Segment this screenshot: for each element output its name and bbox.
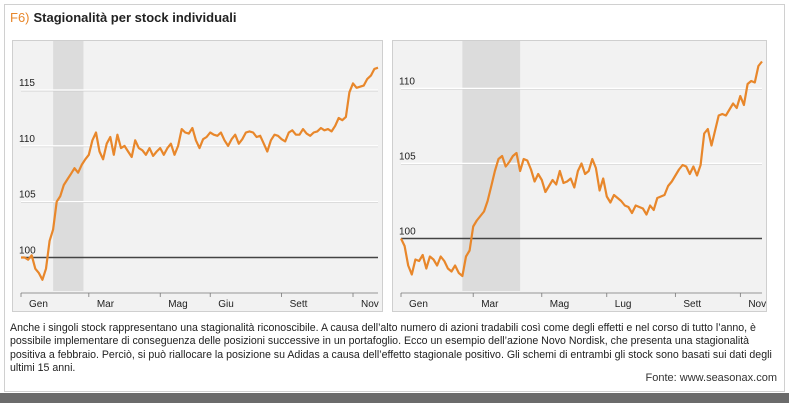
- x-tick-label: Gen: [409, 299, 428, 310]
- y-tick-label: 105: [19, 190, 36, 201]
- chart-panel-left: 100 105 110 115 Gen Mar Mag Giu Sett Nov: [12, 40, 383, 312]
- figure-frame: [4, 4, 785, 392]
- chart-panel-right: 100 105 110 Gen Mar Mag Lug Sett Nov: [392, 40, 767, 312]
- figure-caption: Anche i singoli stock rappresentano una …: [10, 322, 772, 375]
- x-tick-label: Nov: [748, 299, 766, 310]
- x-tick-label: Sett: [290, 299, 308, 310]
- series-line: [400, 60, 763, 278]
- x-tick-label: Mag: [550, 299, 569, 310]
- y-tick-label: 105: [399, 152, 416, 163]
- y-tick-label: 110: [399, 77, 415, 88]
- x-tick-label: Mar: [481, 299, 499, 310]
- highlight-band: [53, 41, 84, 291]
- chart-right: 100 105 110 Gen Mar Mag Lug Sett Nov: [399, 41, 766, 310]
- x-tick-label: Giu: [218, 299, 234, 310]
- figure-title: F6) Stagionalità per stock individuali: [10, 10, 237, 25]
- x-tick-label: Mar: [97, 299, 115, 310]
- series-line: [21, 66, 379, 281]
- source-note: Fonte: www.seasonax.com: [645, 372, 777, 384]
- y-tick-label: 100: [19, 246, 36, 257]
- bottom-bar: [0, 393, 789, 403]
- figure-title-text: Stagionalità per stock individuali: [33, 10, 237, 25]
- chart-left: 100 105 110 115 Gen Mar Mag Giu Sett Nov: [19, 41, 379, 310]
- x-tick-label: Lug: [615, 299, 632, 310]
- x-tick-label: Sett: [683, 299, 701, 310]
- highlight-band: [462, 41, 521, 291]
- y-tick-label: 115: [19, 78, 35, 89]
- y-tick-label: 100: [399, 227, 416, 238]
- figure-tag: F6): [10, 10, 30, 25]
- x-tick-label: Gen: [29, 299, 48, 310]
- x-tick-label: Nov: [361, 299, 379, 310]
- x-tick-label: Mag: [168, 299, 187, 310]
- y-tick-label: 110: [19, 134, 35, 145]
